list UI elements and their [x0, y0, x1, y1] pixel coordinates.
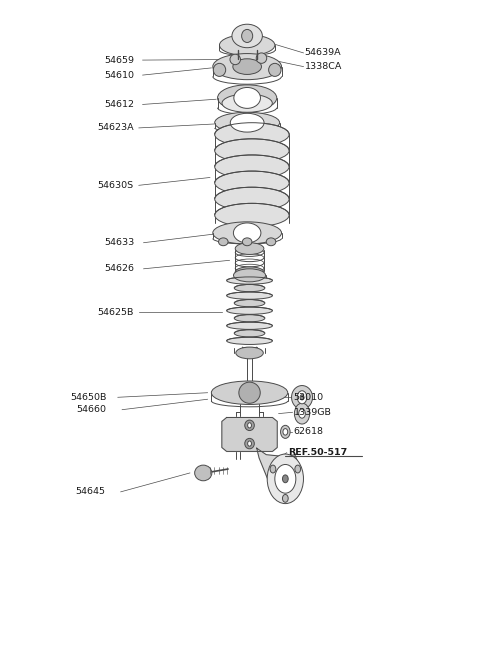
Ellipse shape	[227, 307, 273, 314]
Ellipse shape	[295, 465, 300, 473]
Text: 62618: 62618	[293, 427, 324, 436]
Text: 54650B: 54650B	[71, 393, 107, 402]
Text: 54660: 54660	[77, 405, 107, 414]
Ellipse shape	[282, 495, 288, 502]
Ellipse shape	[219, 35, 275, 56]
Ellipse shape	[234, 314, 265, 322]
Ellipse shape	[233, 269, 265, 282]
Ellipse shape	[300, 395, 304, 400]
Ellipse shape	[215, 203, 289, 227]
Ellipse shape	[245, 438, 254, 449]
Ellipse shape	[283, 428, 288, 435]
Text: 1338CA: 1338CA	[304, 62, 342, 71]
Text: 54625B: 54625B	[97, 308, 133, 317]
Ellipse shape	[269, 64, 281, 77]
Ellipse shape	[245, 420, 254, 430]
Ellipse shape	[233, 59, 262, 75]
Ellipse shape	[215, 171, 289, 195]
Ellipse shape	[281, 425, 290, 438]
Polygon shape	[222, 417, 277, 451]
Ellipse shape	[234, 88, 261, 108]
Text: 54645: 54645	[75, 487, 105, 496]
Ellipse shape	[242, 238, 252, 246]
Text: REF.50-517: REF.50-517	[288, 448, 347, 457]
Ellipse shape	[248, 422, 252, 428]
Ellipse shape	[234, 329, 265, 337]
Text: 54633: 54633	[104, 238, 134, 247]
Ellipse shape	[235, 267, 264, 277]
Ellipse shape	[241, 29, 252, 43]
Text: 54639A: 54639A	[304, 48, 341, 58]
Ellipse shape	[232, 24, 263, 48]
Ellipse shape	[215, 122, 289, 146]
Ellipse shape	[218, 238, 228, 246]
Ellipse shape	[294, 403, 310, 424]
Text: 1339GB: 1339GB	[293, 408, 331, 417]
Ellipse shape	[222, 94, 272, 112]
Ellipse shape	[235, 243, 264, 254]
Ellipse shape	[234, 284, 265, 291]
Ellipse shape	[248, 441, 252, 446]
Text: 54630S: 54630S	[97, 181, 133, 190]
Polygon shape	[257, 448, 300, 496]
Text: 54612: 54612	[104, 100, 134, 109]
Ellipse shape	[256, 53, 267, 64]
Text: 54623A: 54623A	[97, 123, 133, 132]
Ellipse shape	[230, 54, 240, 65]
Ellipse shape	[230, 113, 264, 132]
Text: 54610: 54610	[104, 71, 134, 80]
Ellipse shape	[215, 139, 289, 162]
Ellipse shape	[195, 465, 212, 481]
Ellipse shape	[227, 337, 273, 345]
Ellipse shape	[227, 322, 273, 329]
Ellipse shape	[215, 112, 280, 133]
Ellipse shape	[270, 465, 276, 473]
Text: 54659: 54659	[104, 56, 134, 65]
Ellipse shape	[266, 238, 276, 246]
Ellipse shape	[213, 54, 281, 80]
Ellipse shape	[233, 223, 261, 243]
Ellipse shape	[282, 475, 288, 483]
Ellipse shape	[213, 222, 281, 244]
Text: 54626: 54626	[104, 265, 134, 273]
Text: 53010: 53010	[293, 393, 324, 402]
Ellipse shape	[213, 64, 226, 77]
Ellipse shape	[211, 381, 288, 404]
Ellipse shape	[234, 299, 265, 307]
Ellipse shape	[275, 464, 296, 493]
Ellipse shape	[227, 292, 273, 299]
Ellipse shape	[267, 454, 303, 504]
Ellipse shape	[291, 386, 312, 409]
Ellipse shape	[227, 277, 273, 284]
Ellipse shape	[297, 391, 307, 404]
Ellipse shape	[217, 85, 277, 111]
Ellipse shape	[236, 347, 264, 359]
Ellipse shape	[239, 382, 260, 403]
Ellipse shape	[215, 155, 289, 178]
Ellipse shape	[299, 409, 305, 418]
Ellipse shape	[215, 187, 289, 211]
